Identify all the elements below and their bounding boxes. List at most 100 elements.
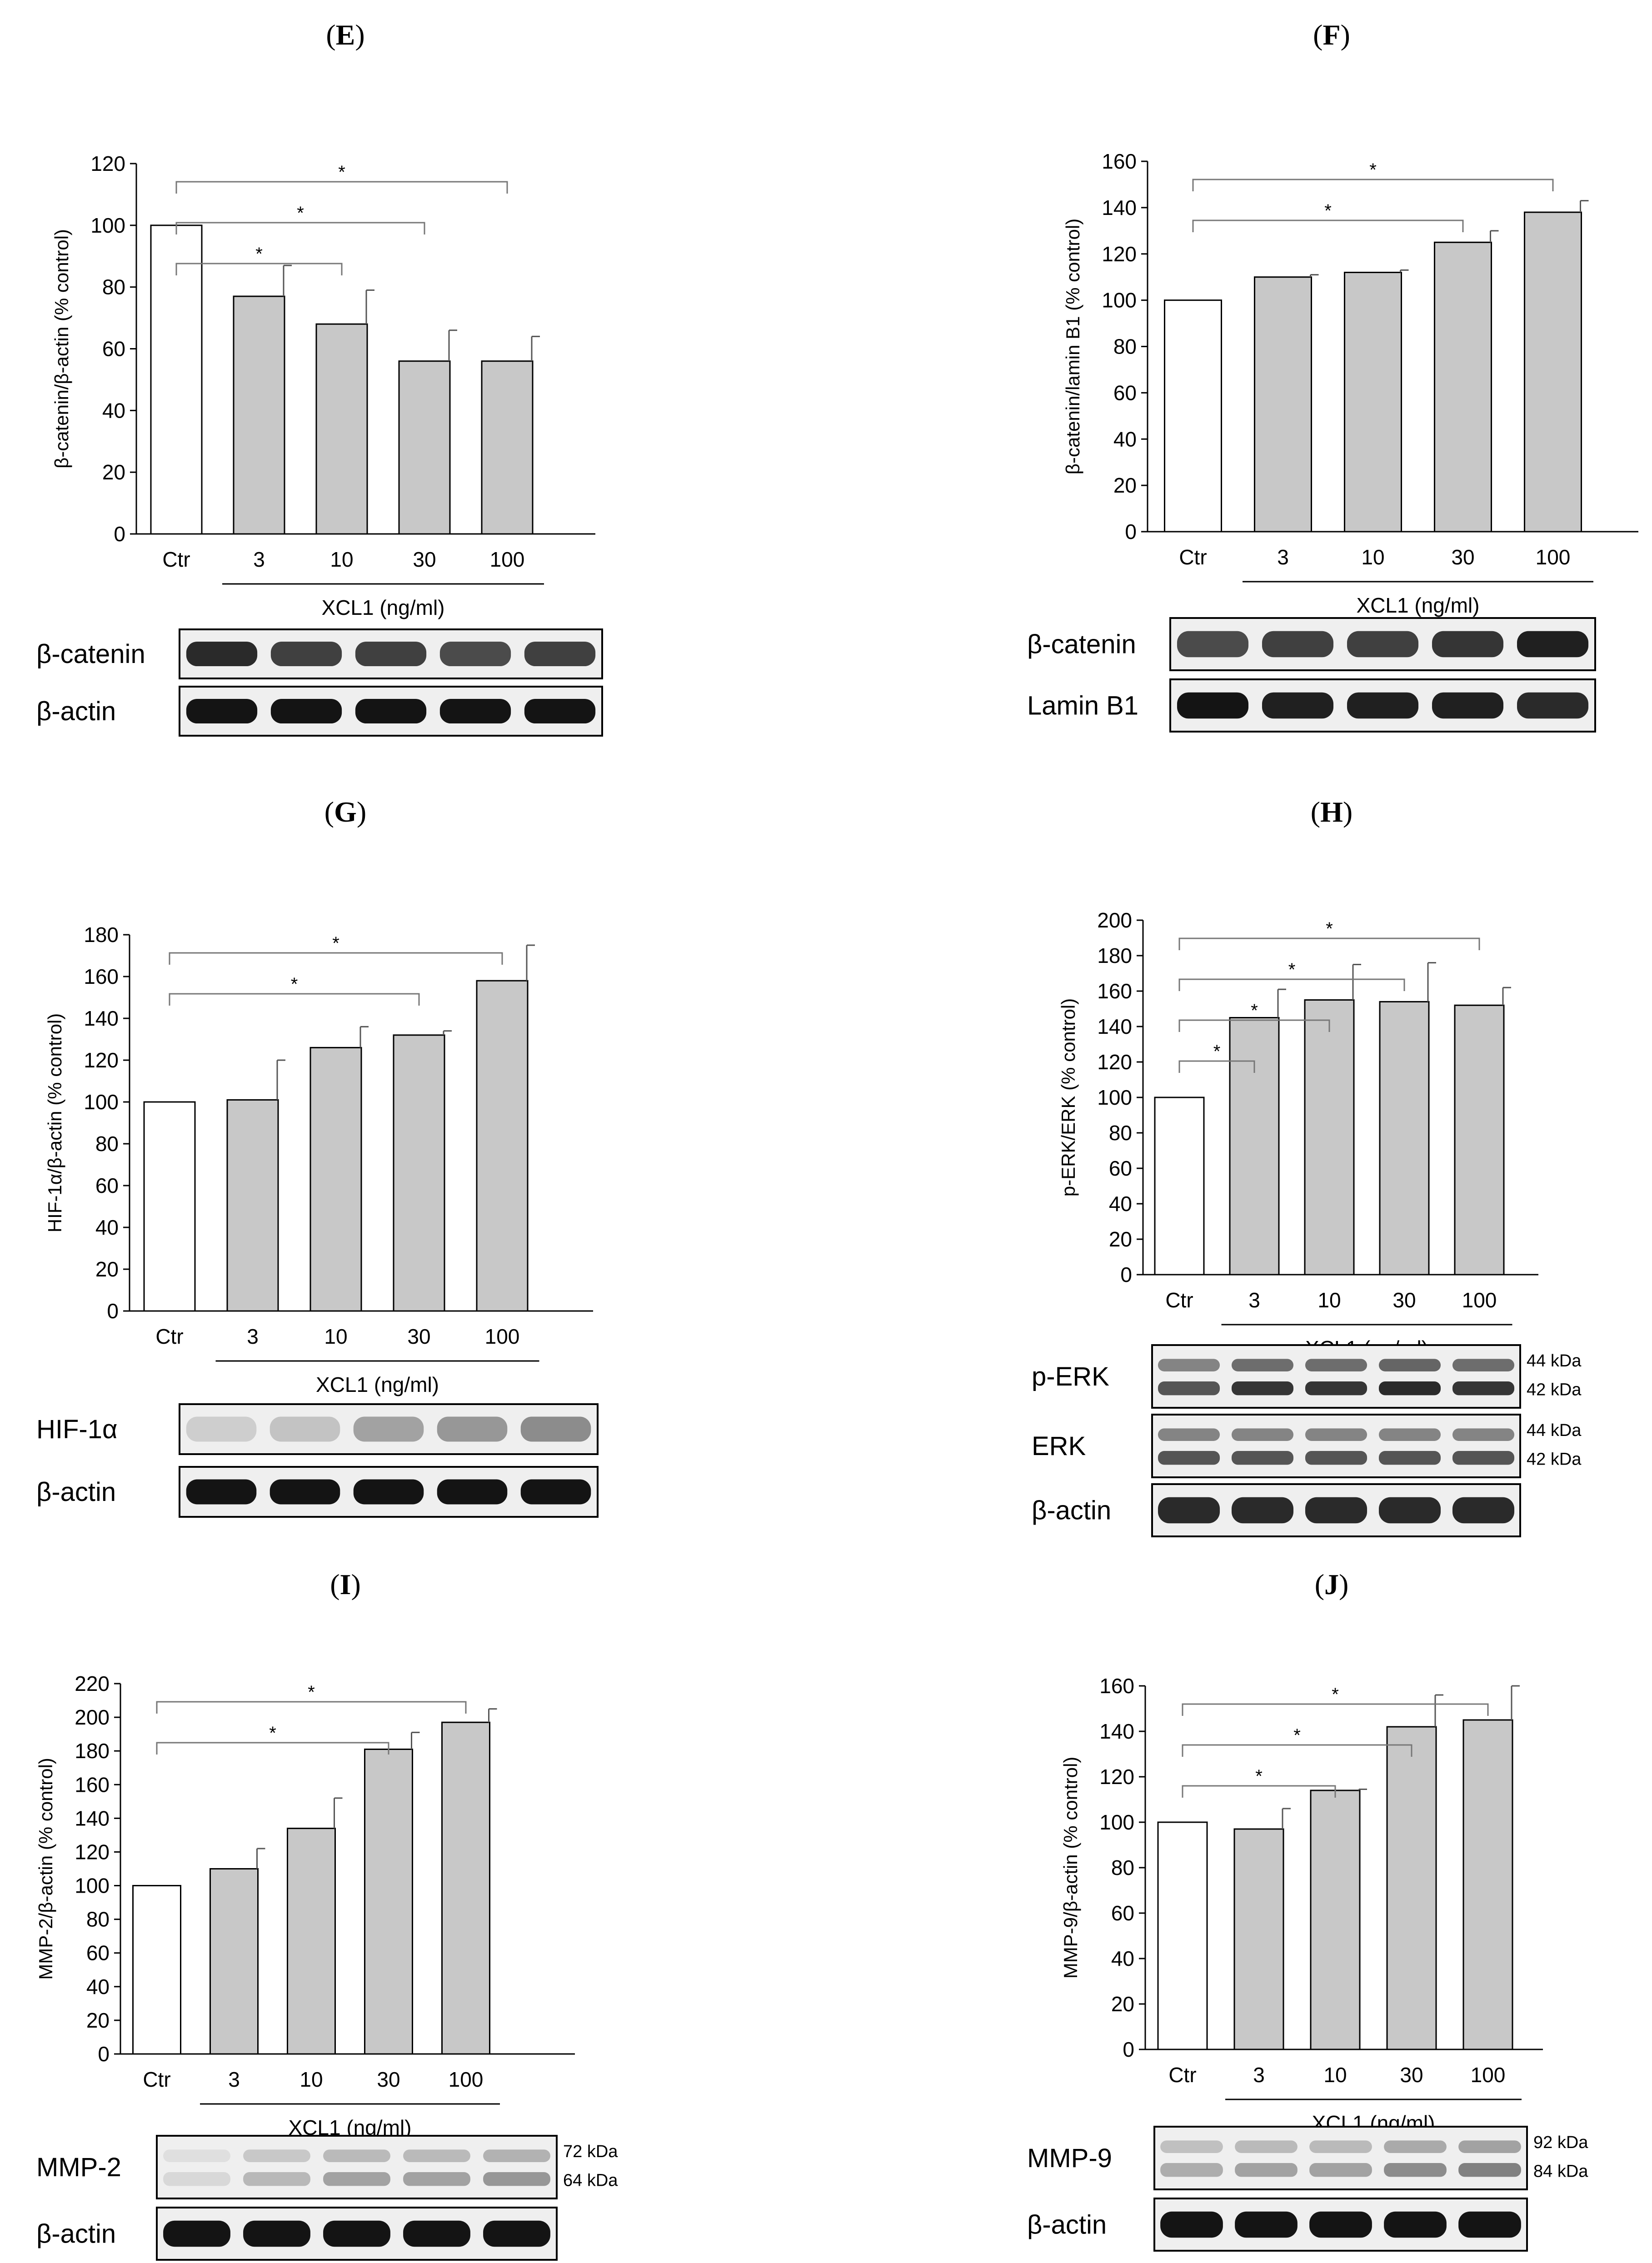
x-axis-label: XCL1 (ng/ml) — [1357, 593, 1480, 617]
significance-star: * — [1324, 201, 1332, 221]
band — [524, 699, 596, 723]
significance-bracket — [1192, 219, 1464, 232]
y-tick-label: 60 — [102, 337, 125, 361]
bar-Ctr — [1164, 299, 1222, 533]
band — [270, 642, 342, 666]
y-tick-label: 40 — [1109, 1192, 1132, 1216]
chart-G: 0 20 40 60 80 100 120 140 160 180 HIF-1α/β-actin (… — [36, 923, 599, 1518]
significance-bracket — [175, 222, 425, 234]
significance-bracket — [1178, 1019, 1330, 1032]
bar-3 — [1229, 1017, 1280, 1276]
band-lower — [1452, 1381, 1515, 1396]
x-tick-label: 3 — [1248, 1288, 1260, 1312]
band — [1347, 631, 1419, 658]
kda-label: 42 kDa — [1527, 1380, 1582, 1399]
band-lower — [1378, 1381, 1441, 1396]
significance-star: * — [1332, 1685, 1339, 1705]
x-tick-label: 30 — [377, 2068, 400, 2091]
band — [186, 699, 258, 723]
band — [1160, 2211, 1223, 2238]
band-lower — [483, 2172, 550, 2186]
significance-star: * — [1288, 960, 1296, 980]
band — [1384, 2211, 1447, 2238]
x-tick-label: 30 — [1451, 545, 1474, 569]
band-upper — [1452, 1359, 1515, 1371]
y-tick-label: 0 — [114, 522, 125, 546]
band — [483, 2220, 550, 2247]
bar-10 — [309, 1047, 362, 1312]
band-lower — [403, 2172, 470, 2186]
blot-β-catenin: β-catenin — [1027, 617, 1596, 671]
significance-bracket — [175, 263, 343, 275]
significance-star: * — [308, 1682, 315, 1702]
blot-frame — [1151, 1344, 1521, 1409]
y-tick-label: 40 — [86, 1975, 110, 1999]
band — [186, 642, 258, 666]
y-tick-label: 20 — [102, 460, 125, 484]
bar-Ctr — [132, 1885, 181, 2055]
blot-frame — [156, 2135, 558, 2199]
band — [437, 1479, 508, 1505]
band-lower — [1158, 1381, 1220, 1396]
kda-label: 42 kDa — [1527, 1450, 1582, 1469]
bar-100 — [481, 360, 534, 535]
bar-Ctr — [1154, 1097, 1205, 1276]
band — [1158, 1497, 1220, 1524]
blot-Lamin B1: Lamin B1 — [1027, 678, 1596, 733]
bar-Ctr — [143, 1101, 196, 1312]
y-tick-label: 80 — [86, 1908, 110, 1931]
significance-star: * — [1251, 1001, 1258, 1021]
blot-β-catenin: β-catenin — [36, 628, 603, 679]
bar-100 — [1454, 1004, 1505, 1276]
significance-star: * — [291, 974, 298, 994]
blot-label: p-ERK — [1032, 1362, 1109, 1391]
panel-letter-H: (H) — [1310, 796, 1353, 828]
bar-30 — [1434, 241, 1492, 533]
chart-I: 0 20 40 60 80 100 120 140 160 180 200 220 MMP-2/β-ac… — [35, 1672, 618, 2261]
y-tick-label: 60 — [1113, 381, 1137, 404]
band — [1177, 631, 1249, 658]
band-lower — [1384, 2163, 1447, 2177]
blot-label: Lamin B1 — [1027, 691, 1138, 721]
significance-bracket — [169, 993, 420, 1006]
y-axis-label: MMP-2/β-actin (% control) — [35, 1758, 56, 1980]
significance-star: * — [1213, 1042, 1221, 1062]
x-tick-label: 10 — [299, 2068, 323, 2091]
band — [323, 2220, 390, 2247]
x-tick-label: 10 — [1323, 2063, 1347, 2087]
x-tick-label: 100 — [449, 2068, 484, 2091]
band-upper — [1309, 2140, 1372, 2153]
y-tick-label: 140 — [1099, 1720, 1134, 1743]
band-lower — [323, 2172, 390, 2186]
band — [520, 1479, 591, 1505]
y-tick-label: 120 — [90, 152, 125, 175]
chart-J: 0 20 40 60 80 100 120 140 160 MMP-9/β-actin (% co… — [1027, 1674, 1588, 2252]
kda-label: 92 kDa — [1533, 2133, 1588, 2152]
band — [353, 1416, 424, 1442]
y-tick-label: 120 — [75, 1840, 110, 1864]
significance-bracket — [1182, 1744, 1412, 1757]
band-upper — [1235, 2140, 1298, 2153]
y-tick-label: 180 — [75, 1739, 110, 1763]
y-tick-label: 0 — [1125, 520, 1137, 543]
y-tick-label: 20 — [1113, 474, 1137, 497]
x-tick-label: 100 — [1471, 2063, 1506, 2087]
bar-10 — [1304, 999, 1355, 1276]
y-tick-label: 180 — [84, 923, 119, 947]
x-tick-label: 3 — [1277, 545, 1289, 569]
y-axis-label: HIF-1α/β-actin (% control) — [44, 1013, 65, 1233]
y-tick-label: 20 — [86, 2009, 110, 2032]
blot-β-actin: β-actin — [1032, 1483, 1521, 1537]
y-tick-label: 120 — [1099, 1765, 1134, 1789]
y-tick-label: 100 — [1102, 289, 1137, 312]
bar-3 — [226, 1099, 279, 1312]
y-tick-label: 100 — [84, 1090, 119, 1114]
band-upper — [1384, 2140, 1447, 2153]
y-axis-label: β-catenin/β-actin (% control) — [51, 229, 72, 469]
band — [186, 1416, 257, 1442]
band-upper — [483, 2149, 550, 2162]
blot-label: ERK — [1032, 1431, 1086, 1461]
x-tick-label: Ctr — [162, 548, 190, 571]
blot-p-ERK: p-ERK 44 kDa 42 kDa — [1032, 1344, 1582, 1409]
y-tick-label: 80 — [1111, 1856, 1134, 1879]
